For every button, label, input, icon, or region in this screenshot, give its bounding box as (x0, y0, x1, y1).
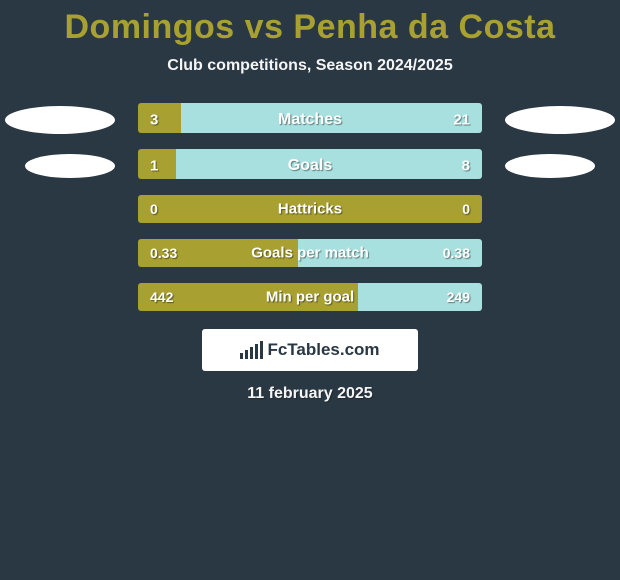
stat-value-left: 1 (150, 158, 158, 175)
stat-value-left: 0.33 (150, 245, 177, 261)
stat-value-left: 442 (150, 289, 173, 305)
subtitle: Club competitions, Season 2024/2025 (0, 57, 620, 75)
stat-value-right: 0.38 (443, 245, 470, 261)
brand-logo-icon (240, 341, 263, 359)
stat-value-right: 21 (453, 112, 470, 129)
stat-row: 442 249 Min per goal (0, 283, 620, 311)
stat-label: Goals per match (251, 245, 369, 262)
stat-value-right: 249 (447, 289, 470, 305)
player-left-avatar (25, 154, 115, 178)
stat-label: Hattricks (278, 201, 342, 218)
brand-text: FcTables.com (267, 340, 379, 360)
stat-label: Matches (278, 111, 342, 129)
stat-row: 0 0 Hattricks (0, 195, 620, 223)
date-label: 11 february 2025 (0, 385, 620, 403)
stat-value-left: 0 (150, 201, 158, 217)
stat-row: 0.33 0.38 Goals per match (0, 239, 620, 267)
stat-row: 3 21 Matches (0, 103, 620, 137)
player-right-avatar (505, 106, 615, 134)
stat-row: 1 8 Goals (0, 149, 620, 183)
stat-label: Goals (288, 157, 332, 175)
player-left-avatar (5, 106, 115, 134)
brand-card[interactable]: FcTables.com (202, 329, 418, 371)
stats-container: 3 21 Matches 1 8 Goals 0 0 Hattricks 0.33 0.38 Goal… (0, 103, 620, 311)
page-title: Domingos vs Penha da Costa (0, 8, 620, 47)
stat-label: Min per goal (266, 289, 354, 306)
stat-value-left: 3 (150, 112, 158, 129)
stat-value-right: 8 (462, 158, 470, 175)
player-right-avatar (505, 154, 595, 178)
stat-value-right: 0 (462, 201, 470, 217)
